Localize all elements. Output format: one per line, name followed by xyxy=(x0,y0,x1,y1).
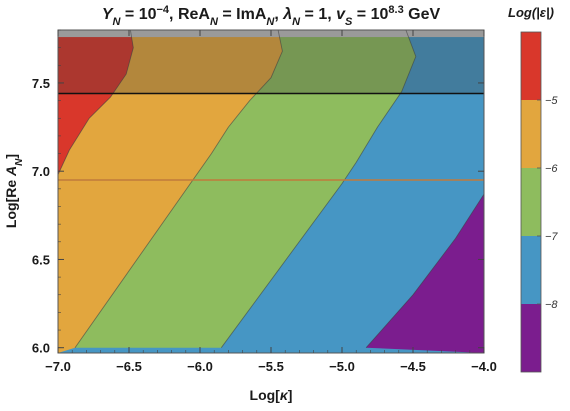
colorbar-title: Log(|ε|) xyxy=(508,5,554,20)
band-minus7-to-minus6 xyxy=(75,30,416,348)
band-minus6-to-minus5 xyxy=(58,30,283,353)
colorbar-swatch xyxy=(521,236,541,304)
horizontal-lines xyxy=(58,92,484,181)
contour-line-5 xyxy=(58,30,134,175)
colorbar-swatch xyxy=(521,304,541,372)
band-above-minus5 xyxy=(58,30,134,175)
x-tick-label: −7.0 xyxy=(45,359,71,374)
x-tick-label: −4.0 xyxy=(471,359,497,374)
colorbar-swatch xyxy=(521,168,541,236)
x-tick-label: −6.0 xyxy=(187,359,213,374)
contour-bands xyxy=(58,30,484,353)
colorbar-tick-label: −5 xyxy=(545,95,558,107)
band-below-minus8 xyxy=(366,194,484,353)
x-tick-label: −5.5 xyxy=(258,359,284,374)
x-tick-label: −6.5 xyxy=(116,359,142,374)
y-axis-label: Log[Re AN] xyxy=(3,154,25,228)
chart-title: YN = 10−4, ReAN = ImAN, λN = 1, vS = 108… xyxy=(102,4,441,28)
y-tick-label: 7.5 xyxy=(32,76,50,91)
contour-lines xyxy=(58,30,484,348)
plot-area xyxy=(58,30,484,353)
colorbar: −8 −7 −6 −5 xyxy=(520,31,558,373)
shaded-overlay xyxy=(58,30,484,94)
x-tick-label: −4.5 xyxy=(400,359,426,374)
x-axis-label: Log[κ] xyxy=(250,387,293,403)
y-tick-label: 6.0 xyxy=(32,341,50,356)
contour-line-6 xyxy=(74,30,283,348)
y-axis-ticks: 6.0 6.5 7.0 7.5 xyxy=(32,29,484,356)
colorbar-frame xyxy=(520,31,542,373)
colorbar-swatch xyxy=(521,100,541,168)
contour-line-7 xyxy=(220,30,417,348)
y-tick-label: 6.5 xyxy=(32,252,50,267)
colorbar-tick-label: −6 xyxy=(545,163,558,175)
colorbar-swatch xyxy=(521,32,541,100)
x-axis-ticks: −7.0 −6.5 −6.0 −5.5 −5.0 −4.5 −4.0 xyxy=(45,30,497,374)
x-tick-label: −5.0 xyxy=(329,359,355,374)
y-tick-label: 7.0 xyxy=(32,164,50,179)
colorbar-tick-label: −7 xyxy=(545,231,558,243)
contour-line-8 xyxy=(365,193,484,348)
shaded-region xyxy=(58,30,484,94)
colorbar-tick-label: −8 xyxy=(545,299,558,311)
